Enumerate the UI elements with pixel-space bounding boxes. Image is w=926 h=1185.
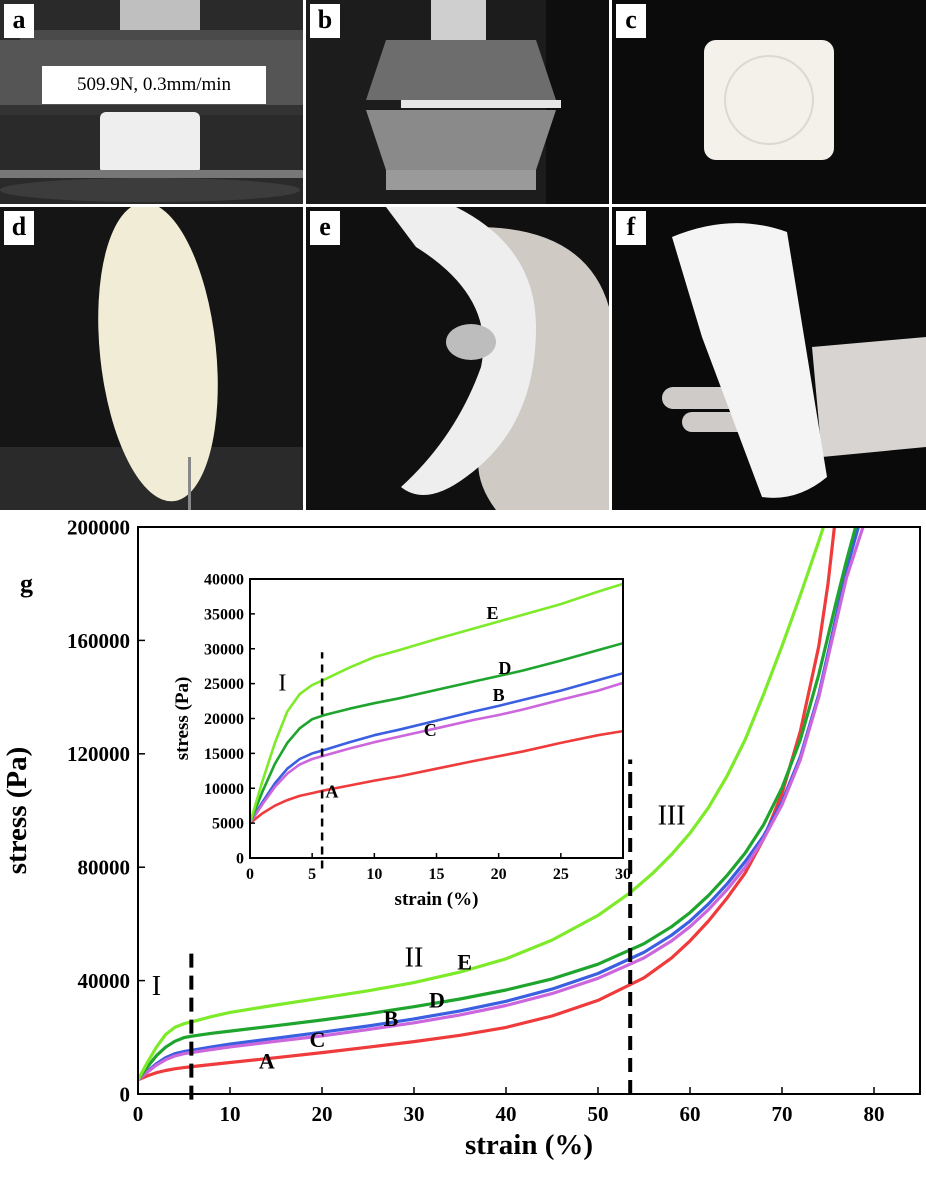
main-y-tick-label: 40000 xyxy=(78,969,131,993)
inset-y-tick-label: 5000 xyxy=(212,816,244,833)
main-x-tick-label: 20 xyxy=(312,1102,333,1126)
main-y-tick-label: 120000 xyxy=(67,742,130,766)
inset-y-tick-label: 15000 xyxy=(204,746,244,763)
panel-label-d: d xyxy=(4,211,34,245)
panel-label-e: e xyxy=(310,211,340,245)
inset-y-tick-label: 20000 xyxy=(204,711,244,728)
inset-x-tick-label: 25 xyxy=(553,866,569,883)
main-x-tick-label: 40 xyxy=(496,1102,517,1126)
photo-panel-b: b xyxy=(306,0,609,204)
inset-y-tick-label: 30000 xyxy=(204,641,244,658)
main-y-tick-label: 80000 xyxy=(78,856,131,880)
photo-panel-e: e xyxy=(306,207,609,510)
photo-panel-c: c xyxy=(612,0,926,204)
main-region-label-I: I xyxy=(152,971,161,1002)
main-x-tick-label: 30 xyxy=(404,1102,425,1126)
main-series-line-E xyxy=(138,527,825,1081)
inset-x-tick-label: 20 xyxy=(491,866,507,883)
main-x-tick-label: 70 xyxy=(772,1102,793,1126)
inset-plot: 0 5 10 15 20 25 30 0 5000 10000 15000 20000 25000 300… xyxy=(172,572,631,910)
inset-curve-label-A: A xyxy=(326,781,339,801)
inset-series-line-A xyxy=(250,729,623,825)
bent-sample-photo xyxy=(306,207,609,510)
inset-y-tick-label: 0 xyxy=(236,851,244,868)
inset-series-line-C xyxy=(250,681,623,824)
compressed-sample-photo xyxy=(306,0,609,204)
main-curve-label-E: E xyxy=(457,949,472,974)
panel-label-g: g xyxy=(20,569,33,598)
main-y-tick-label: 200000 xyxy=(67,516,130,539)
main-series-line-C xyxy=(138,527,865,1082)
inset-curve-label-E: E xyxy=(486,603,498,623)
inset-y-tick-label: 10000 xyxy=(204,781,244,798)
inset-series-line-B xyxy=(250,671,623,824)
inset-x-tick-label: 15 xyxy=(429,866,445,883)
photo-panel-f: f xyxy=(612,207,926,510)
main-series-group xyxy=(138,527,865,1082)
inset-y-tick-label: 40000 xyxy=(204,572,244,589)
main-plot-frame xyxy=(137,526,921,1095)
inset-x-tick-label: 5 xyxy=(308,866,316,883)
inset-region-label-I: I xyxy=(278,671,286,697)
panel-label-b: b xyxy=(310,4,340,38)
main-y-axis-label: stress (Pa) xyxy=(1,747,33,875)
main-curve-label-A: A xyxy=(259,1048,275,1073)
inset-x-tick-label: 0 xyxy=(246,866,254,883)
main-region-label-II: II xyxy=(405,942,424,973)
main-series-line-D xyxy=(138,527,858,1081)
main-curve-label-D: D xyxy=(429,988,445,1013)
inset-y-axis-label: stress (Pa) xyxy=(172,677,193,761)
sheet-sample-photo xyxy=(0,207,303,510)
test-condition-caption: 509.9N, 0.3mm/min xyxy=(42,66,266,104)
inset-y-tick-label: 35000 xyxy=(204,606,244,623)
inset-plot-background xyxy=(250,579,623,858)
main-x-tick-label: 80 xyxy=(864,1102,885,1126)
inset-curve-label-B: B xyxy=(493,685,505,705)
main-x-tick-label: 10 xyxy=(220,1102,241,1126)
panel-label-f: f xyxy=(616,211,646,245)
inset-curve-label-C: C xyxy=(424,720,437,740)
main-plot: g0 10 20 30 40 50 60 70 800400008000012000016000… xyxy=(1,516,921,1161)
flattened-sample-photo xyxy=(612,0,926,204)
inset-series-group xyxy=(250,582,623,825)
inset-y-tick-label: 25000 xyxy=(204,676,244,693)
inset-x-tick-label: 30 xyxy=(615,866,631,883)
stress-strain-chart: g0 10 20 30 40 50 60 70 800400008000012000016000… xyxy=(1,516,921,1161)
main-region-label-III: III xyxy=(658,801,686,832)
inset-x-tick-label: 10 xyxy=(366,866,382,883)
inset-curve-label-D: D xyxy=(498,658,511,678)
main-x-tick-label: 50 xyxy=(588,1102,609,1126)
main-x-tick-label: 0 xyxy=(133,1102,144,1126)
main-y-tick-label: 160000 xyxy=(67,629,130,653)
main-x-axis-label: strain (%) xyxy=(465,1129,593,1161)
main-x-tick-label: 60 xyxy=(680,1102,701,1126)
inset-x-axis-label: strain (%) xyxy=(395,889,479,910)
inset-series-line-D xyxy=(250,641,623,824)
main-curve-label-B: B xyxy=(384,1006,399,1031)
photo-panel-a: a 509.9N, 0.3mm/min xyxy=(0,0,303,204)
panel-label-c: c xyxy=(616,4,646,38)
inset-series-line-E xyxy=(250,582,623,824)
main-y-tick-label: 0 xyxy=(120,1082,131,1106)
main-curve-label-C: C xyxy=(309,1027,325,1052)
rolled-sample-photo xyxy=(612,207,926,510)
photo-panel-d: d xyxy=(0,207,303,510)
panel-label-a: a xyxy=(4,4,34,38)
